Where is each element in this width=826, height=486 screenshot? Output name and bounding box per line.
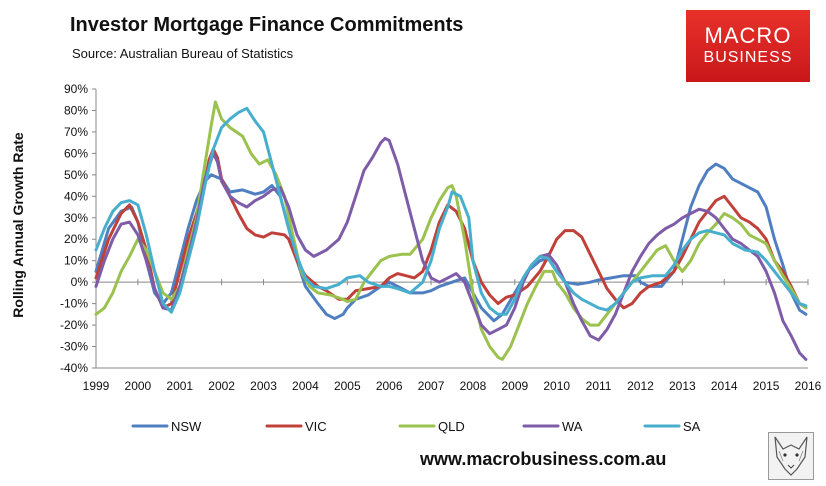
y-tick-label: 60% bbox=[64, 146, 88, 160]
x-tick-label: 2011 bbox=[586, 379, 612, 393]
x-tick-label: 2014 bbox=[711, 379, 738, 393]
y-tick-label: 20% bbox=[64, 232, 88, 246]
chart-subtitle: Source: Australian Bureau of Statistics bbox=[72, 46, 294, 61]
x-tick-label: 2013 bbox=[669, 379, 696, 393]
x-tick-label: 2010 bbox=[543, 379, 570, 393]
x-tick-label: 1999 bbox=[83, 379, 110, 393]
x-tick-label: 2006 bbox=[376, 379, 403, 393]
x-tick-label: 2000 bbox=[125, 379, 152, 393]
x-tick-label: 2008 bbox=[460, 379, 487, 393]
x-tick-label: 2007 bbox=[418, 379, 445, 393]
x-tick-label: 2012 bbox=[627, 379, 654, 393]
series-line-sa bbox=[94, 106, 808, 316]
website-url: www.macrobusiness.com.au bbox=[420, 449, 667, 469]
logo-line-1: MACRO bbox=[704, 23, 792, 48]
series-line-qld bbox=[94, 100, 808, 361]
legend-label-nsw: NSW bbox=[171, 419, 202, 434]
chart-title: Investor Mortgage Finance Commitments bbox=[70, 14, 464, 36]
y-tick-label: 40% bbox=[64, 189, 88, 203]
x-tick-label: 2016 bbox=[795, 379, 822, 393]
y-tick-label: 30% bbox=[64, 211, 88, 225]
x-tick-label: 2015 bbox=[753, 379, 780, 393]
y-tick-label: 70% bbox=[64, 125, 88, 139]
x-tick-label: 2003 bbox=[250, 379, 277, 393]
y-tick-label: 90% bbox=[64, 82, 88, 96]
x-tick-label: 2004 bbox=[292, 379, 319, 393]
x-tick-label: 2001 bbox=[166, 379, 193, 393]
fox-sketch-icon bbox=[768, 432, 814, 480]
y-tick-label: 0% bbox=[71, 275, 89, 289]
legend-label-sa: SA bbox=[683, 419, 701, 434]
legend: NSW VIC QLD WA SA bbox=[131, 419, 701, 434]
x-tick-label: 2009 bbox=[501, 379, 528, 393]
y-tick-label: 10% bbox=[64, 254, 88, 268]
y-tick-label: 80% bbox=[64, 103, 88, 117]
x-tick-label: 2005 bbox=[334, 379, 361, 393]
logo-line-2: BUSINESS bbox=[703, 49, 793, 66]
legend-label-wa: WA bbox=[562, 419, 583, 434]
y-tick-label: -40% bbox=[60, 361, 88, 375]
axis-layer: 90% 80% 70% 60% 50% 40% 30% 20% 10% 0% -10% -20% -30… bbox=[60, 82, 822, 393]
y-tick-label: -30% bbox=[60, 340, 88, 354]
y-tick-label: -20% bbox=[60, 318, 88, 332]
x-tick-label: 2002 bbox=[208, 379, 235, 393]
legend-label-vic: VIC bbox=[305, 419, 327, 434]
series-line-wa bbox=[94, 136, 808, 361]
macrobusiness-logo: MACRO BUSINESS bbox=[686, 10, 810, 82]
series-layer bbox=[94, 100, 808, 361]
y-tick-label: 50% bbox=[64, 168, 88, 182]
y-tick-label: -10% bbox=[60, 297, 88, 311]
legend-label-qld: QLD bbox=[438, 419, 465, 434]
